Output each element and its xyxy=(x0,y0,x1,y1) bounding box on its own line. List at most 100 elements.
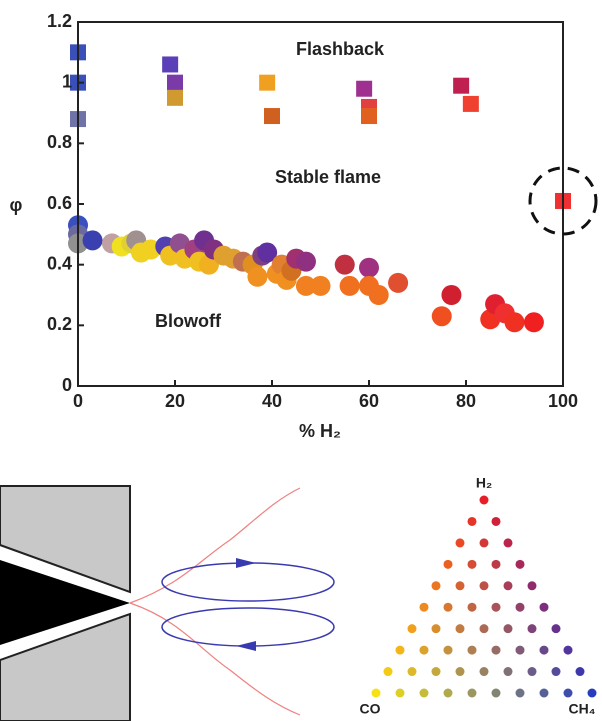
composition-dot xyxy=(551,624,561,634)
vertex-label: H₂ xyxy=(476,475,492,491)
x-tick-label: 20 xyxy=(165,391,185,411)
x-tick-label: 100 xyxy=(548,391,578,411)
composition-dot xyxy=(455,624,465,634)
circle-marker xyxy=(388,272,409,293)
composition-dot xyxy=(563,645,573,655)
square-marker xyxy=(167,89,183,106)
composition-dot xyxy=(455,538,465,548)
composition-dot xyxy=(503,667,513,677)
composition-dot xyxy=(431,624,441,634)
circle-marker xyxy=(257,242,278,263)
circle-marker xyxy=(310,275,331,296)
composition-dot xyxy=(431,667,441,677)
composition-dot xyxy=(455,667,465,677)
composition-dot xyxy=(503,624,513,634)
composition-dot xyxy=(479,495,489,505)
square-marker xyxy=(259,74,276,91)
composition-dot xyxy=(587,688,597,698)
burner-top xyxy=(0,485,131,594)
square-marker xyxy=(167,74,183,91)
composition-dot xyxy=(539,602,549,612)
flame-edge xyxy=(129,487,301,604)
composition-dot xyxy=(515,602,525,612)
circle-marker xyxy=(198,254,219,275)
y-tick-label: 1 xyxy=(62,71,72,91)
composition-dot xyxy=(563,688,573,698)
composition-dot xyxy=(479,538,489,548)
composition-dot xyxy=(467,645,477,655)
composition-dot xyxy=(515,688,525,698)
square-marker xyxy=(356,80,373,97)
circle-marker xyxy=(295,275,316,296)
composition-dot xyxy=(479,581,489,591)
square-marker xyxy=(264,108,280,125)
composition-dot xyxy=(443,602,453,612)
composition-dot xyxy=(503,538,513,548)
composition-dot xyxy=(527,667,537,677)
composition-dot xyxy=(395,645,405,655)
arrow xyxy=(236,641,256,651)
circle-marker xyxy=(368,285,389,305)
composition-dot xyxy=(515,645,525,655)
circle-marker xyxy=(504,312,525,333)
circle-marker xyxy=(359,257,379,278)
burner-core xyxy=(0,560,130,645)
y-tick-label: 0 xyxy=(62,375,72,395)
y-tick-label: 0.2 xyxy=(47,314,72,334)
annotation: Flashback xyxy=(296,39,385,59)
composition-dot xyxy=(407,667,417,677)
composition-dot xyxy=(491,602,501,612)
vortex xyxy=(161,562,335,602)
composition-dot xyxy=(467,516,477,526)
circle-marker xyxy=(523,312,544,333)
composition-dot xyxy=(419,602,429,612)
composition-dot xyxy=(491,559,501,569)
circle-marker xyxy=(295,251,316,272)
composition-dot xyxy=(491,688,501,698)
x-axis-label: % H₂ xyxy=(299,421,341,441)
composition-dot xyxy=(455,581,465,591)
circle-marker xyxy=(441,285,462,305)
circle-marker xyxy=(339,275,360,296)
composition-dot xyxy=(383,667,393,677)
burner xyxy=(0,485,335,721)
flame-edge xyxy=(129,602,301,716)
square-marker xyxy=(453,77,470,94)
circle-marker xyxy=(334,254,355,275)
vortex xyxy=(161,607,335,647)
x-tick-label: 0 xyxy=(73,391,83,411)
composition-dot xyxy=(395,688,405,698)
composition-dot xyxy=(467,688,477,698)
vertex-label: CH₄ xyxy=(569,701,596,717)
square-marker xyxy=(361,108,377,125)
arrow xyxy=(236,558,256,568)
square-marker xyxy=(162,56,179,73)
composition-dot xyxy=(515,559,525,569)
composition-dot xyxy=(443,645,453,655)
burner-bottom xyxy=(0,612,131,721)
y-tick-label: 0.4 xyxy=(47,253,72,273)
circle-marker xyxy=(247,266,268,287)
composition-dot xyxy=(503,581,513,591)
y-tick-label: 0.8 xyxy=(47,132,72,152)
y-axis-label: φ xyxy=(10,195,23,215)
annotation: Stable flame xyxy=(275,167,381,187)
composition-dot xyxy=(443,559,453,569)
x-tick-label: 80 xyxy=(456,391,476,411)
square-marker xyxy=(462,95,479,112)
circle-marker xyxy=(82,230,103,251)
plot xyxy=(68,44,571,333)
annotation: Blowoff xyxy=(155,311,222,331)
composition-dot xyxy=(479,667,489,677)
circle-marker xyxy=(431,306,452,327)
composition-triangle xyxy=(371,495,597,698)
y-tick-label: 0.6 xyxy=(47,193,72,213)
plot-frame xyxy=(77,21,564,387)
composition-dot xyxy=(539,688,549,698)
composition-dot xyxy=(467,602,477,612)
composition-dot xyxy=(539,645,549,655)
composition-dot xyxy=(551,667,561,677)
composition-dot xyxy=(443,688,453,698)
composition-dot xyxy=(407,624,417,634)
